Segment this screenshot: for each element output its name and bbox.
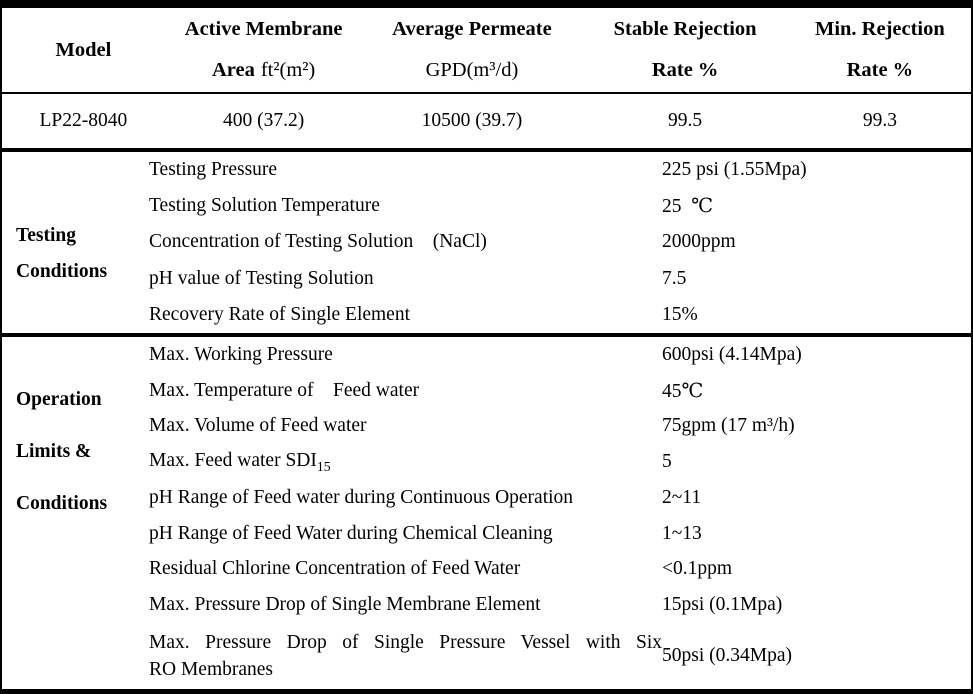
header-cell-membrane-area: Active Membrane Area ft²(m²) [165,8,363,92]
condition-row: pH Range of Feed Water during Chemical C… [149,516,971,552]
header-cell-stable-rejection: Stable Rejection Rate % [581,8,788,92]
param-value: 600psi (4.14Mpa) [662,343,802,365]
condition-row: pH Range of Feed water during Continuous… [149,480,971,516]
param-value: 7.5 [662,267,687,289]
param-value: <0.1ppm [662,558,733,580]
sdi-subscript: 15 [316,458,331,474]
param-value: 2~11 [662,486,702,508]
param-label: Max. Working Pressure [149,343,333,365]
section-divider [2,333,971,337]
param-label: Concentration of Testing Solution (NaCl) [149,231,487,253]
section-divider [2,148,971,152]
condition-row: Testing Pressure 225 psi (1.55Mpa) [149,152,971,188]
param-label: Max. Pressure Drop of Single Membrane El… [149,594,541,616]
param-value: 75gpm (17 m³/h) [662,415,795,437]
cell-stable-rejection-value: 99.5 [668,110,703,131]
condition-row: Testing Solution Temperature 25 ℃ [149,188,971,224]
header-stable-line1: Stable Rejection [613,18,757,40]
operation-limits-section: Operation Limits & Conditions Max. Worki… [2,337,971,689]
param-value: 1~13 [662,522,702,544]
header-cell-permeate: Average Permeate GPD(m³/d) [362,8,581,92]
condition-row: Max. Volume of Feed water 75gpm (17 m³/h… [149,409,971,445]
testing-conditions-rows: Testing Pressure 225 psi (1.55Mpa) Testi… [149,152,971,333]
condition-row: Max. Pressure Drop of Single Pressure Ve… [149,623,971,689]
condition-row: Max. Temperature of Feed water 45℃ [149,373,971,409]
param-label: pH value of Testing Solution [149,267,374,289]
cell-min-rejection-value: 99.3 [862,110,897,131]
spec-data-row: LP22-8040 400 (37.2) 10500 (39.7) 99.5 9… [2,94,971,148]
param-value: 50psi (0.34Mpa) [662,645,792,666]
operation-limits-label: Operation Limits & Conditions [16,389,108,514]
param-value: 25 ℃ [662,196,714,218]
condition-row: Recovery Rate of Single Element 15% [149,297,971,333]
param-value: 15psi (0.1Mpa) [662,594,783,616]
spec-table-header: Model Active Membrane Area ft²(m²) Averag… [2,8,971,92]
param-label: Max. Temperature of Feed water [149,379,420,401]
cell-model-value: LP22-8040 [39,110,128,131]
param-label: pH Range of Feed water during Continuous… [149,486,574,508]
condition-row: Max. Feed water SDI15 5 [149,444,971,480]
param-label: pH Range of Feed Water during Chemical C… [149,522,553,544]
condition-row: Max. Working Pressure 600psi (4.14Mpa) [149,337,971,373]
cell-permeate-value: 10500 (39.7) [421,110,523,131]
header-model-line1: Model [55,38,112,61]
testing-conditions-label: Testing Conditions [16,225,108,282]
testing-conditions-section: Testing Conditions Testing Pressure 225 … [2,152,971,333]
header-cell-model: Model [2,8,165,92]
header-area-line1: Active Membrane [184,18,343,40]
param-label: Max. Volume of Feed water [149,415,367,437]
condition-row: pH value of Testing Solution 7.5 [149,261,971,297]
cell-area-value: 400 (37.2) [222,110,305,131]
header-permeate-line1: Average Permeate [392,18,552,40]
condition-row: Max. Pressure Drop of Single Membrane El… [149,587,971,623]
param-label: Testing Solution Temperature [149,195,380,217]
header-cell-min-rejection: Min. Rejection Rate % [789,8,971,92]
condition-row: Residual Chlorine Concentration of Feed … [149,552,971,588]
condition-row: Concentration of Testing Solution (NaCl)… [149,224,971,260]
header-min-line1: Min. Rejection [814,18,945,40]
header-divider [2,92,971,94]
param-label: Testing Pressure [149,159,278,181]
param-label: Max. Feed water SDI15 [149,449,331,474]
param-value: 45℃ [662,380,704,402]
param-value: 5 [662,451,672,473]
param-label: Recovery Rate of Single Element [149,303,411,325]
operation-limits-rows: Max. Working Pressure 600psi (4.14Mpa) M… [149,337,971,689]
param-value: 15% [662,303,698,325]
param-label: Residual Chlorine Concentration of Feed … [149,558,521,580]
param-label: Max. Pressure Drop of Single Pressure Ve… [149,632,662,680]
param-value: 2000ppm [662,231,736,253]
param-value: 225 psi (1.55Mpa) [662,159,807,181]
